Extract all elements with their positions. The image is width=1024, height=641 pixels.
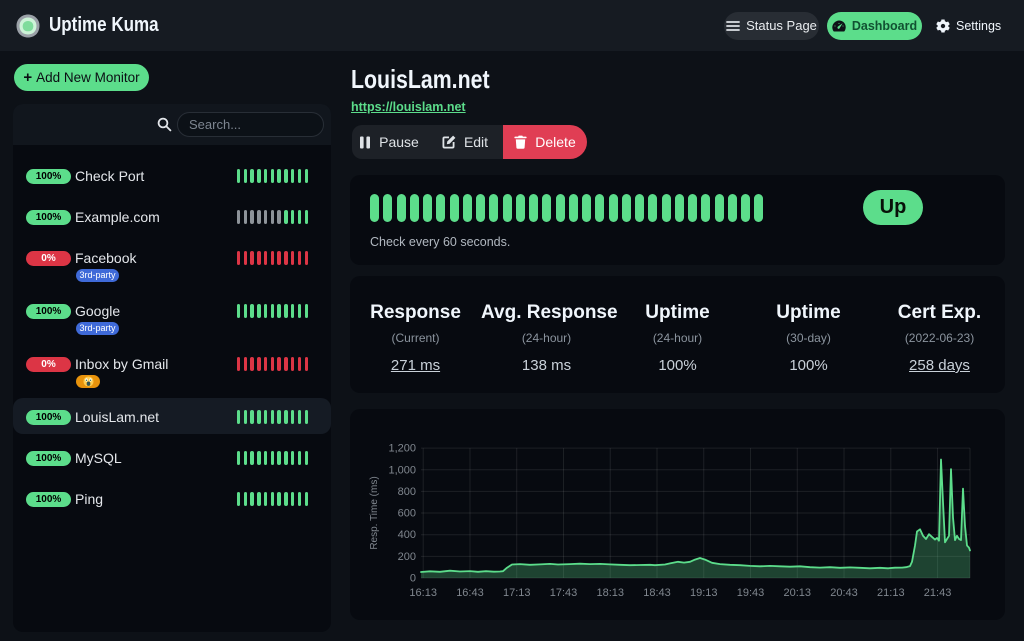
svg-text:200: 200 [398, 551, 416, 563]
svg-text:1,200: 1,200 [388, 443, 416, 455]
svg-text:21:13: 21:13 [877, 587, 905, 599]
svg-text:0: 0 [410, 573, 416, 585]
svg-text:21:43: 21:43 [924, 587, 952, 599]
svg-text:18:43: 18:43 [643, 587, 671, 599]
svg-text:1,000: 1,000 [388, 464, 416, 476]
svg-text:16:13: 16:13 [409, 587, 437, 599]
svg-text:18:13: 18:13 [596, 587, 624, 599]
svg-text:19:13: 19:13 [690, 587, 718, 599]
svg-text:20:43: 20:43 [830, 587, 858, 599]
svg-text:17:13: 17:13 [503, 587, 531, 599]
svg-text:19:43: 19:43 [737, 587, 765, 599]
svg-text:600: 600 [398, 508, 416, 520]
svg-text:800: 800 [398, 486, 416, 498]
svg-text:400: 400 [398, 529, 416, 541]
svg-text:17:43: 17:43 [550, 587, 578, 599]
svg-text:20:13: 20:13 [784, 587, 812, 599]
svg-text:16:43: 16:43 [456, 587, 484, 599]
svg-text:Resp. Time (ms): Resp. Time (ms) [369, 476, 380, 549]
